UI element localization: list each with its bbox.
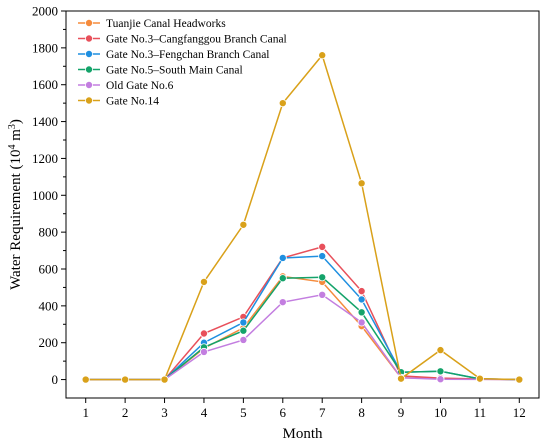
data-point [515, 375, 524, 384]
data-point [278, 298, 287, 307]
legend-label: Gate No.3–Fengchan Branch Canal [106, 49, 270, 61]
data-point [475, 374, 484, 383]
data-point [278, 99, 287, 108]
x-tick-label: 9 [398, 405, 405, 420]
x-tick-label: 5 [240, 405, 247, 420]
y-tick-label: 1800 [32, 40, 58, 55]
y-axis-title-close: ) [8, 119, 24, 124]
data-point [318, 290, 327, 299]
series-line [85, 53, 520, 381]
data-point [357, 295, 366, 304]
y-tick-label: 400 [39, 298, 59, 313]
series-1 [81, 272, 524, 384]
x-tick-label: 3 [161, 405, 168, 420]
data-point [239, 318, 248, 327]
legend-item: Gate No.14 [78, 96, 159, 108]
data-point [278, 274, 287, 283]
y-tick-label: 2000 [32, 4, 58, 19]
data-point [318, 273, 327, 282]
data-point [199, 329, 208, 338]
data-point [436, 367, 445, 376]
y-tick-label: 800 [39, 225, 59, 240]
x-tick-label: 2 [122, 405, 129, 420]
series-layer [81, 51, 524, 384]
data-point [357, 287, 366, 296]
x-axis-title: Month [282, 426, 323, 442]
y-axis: 0 200 400 600 800 1000 1200 1400 1600 1800 2000 [32, 4, 66, 387]
data-point [239, 220, 248, 229]
y-tick-label: 1200 [32, 151, 58, 166]
x-tick-label: 10 [434, 405, 447, 420]
series-4 [81, 273, 524, 384]
data-point [199, 277, 208, 286]
y-tick-label: 1400 [32, 114, 58, 129]
y-tick-label: 200 [39, 335, 59, 350]
data-point [199, 347, 208, 356]
series-line [85, 294, 520, 381]
series-6 [81, 51, 524, 384]
legend-marker [85, 96, 94, 105]
data-point [239, 335, 248, 344]
y-tick-label: 600 [39, 262, 59, 277]
data-point [318, 252, 327, 261]
x-tick-label: 6 [280, 405, 287, 420]
legend: Tuanjie Canal Headworks Gate No.3–Cangfan… [78, 18, 287, 108]
y-tick-label: 0 [52, 372, 59, 387]
series-3 [81, 252, 524, 384]
data-point [436, 375, 445, 384]
data-point [278, 253, 287, 262]
y-axis-title-unit: m [8, 129, 24, 145]
y-axis-title-main: Water Requirement (10 [8, 150, 24, 290]
legend-item: Gate No.3–Fengchan Branch Canal [78, 49, 270, 61]
y-tick-label: 1600 [32, 77, 58, 92]
data-point [81, 375, 90, 384]
x-tick-label: 1 [82, 405, 89, 420]
y-axis-title-exponent: 4 [7, 145, 18, 150]
data-point [318, 242, 327, 251]
series-line [85, 255, 520, 381]
x-tick-label: 7 [319, 405, 326, 420]
x-tick-label: 4 [201, 405, 208, 420]
data-point [239, 326, 248, 335]
data-point [357, 308, 366, 317]
data-point [121, 375, 130, 384]
y-axis-title-unit-exponent: 3 [7, 124, 18, 129]
data-point [318, 51, 327, 60]
y-axis-title: Water Requirement (104 m3) [7, 119, 25, 290]
x-axis: 1 2 3 4 5 6 7 8 9 10 11 12 [82, 398, 526, 420]
x-tick-label: 8 [358, 405, 365, 420]
y-tick-label: 1000 [32, 188, 58, 203]
x-tick-label: 11 [474, 405, 487, 420]
series-line [85, 276, 520, 381]
data-point [436, 346, 445, 355]
legend-label: Tuanjie Canal Headworks [106, 18, 226, 30]
data-point [357, 318, 366, 327]
x-tick-label: 12 [513, 405, 526, 420]
legend-marker [85, 65, 94, 74]
legend-label: Gate No.5–South Main Canal [106, 65, 243, 77]
legend-label: Gate No.14 [106, 96, 159, 108]
plot-area [65, 10, 540, 399]
legend-label: Gate No.3–Cangfanggou Branch Canal [106, 34, 287, 46]
data-point [357, 179, 366, 188]
legend-marker [85, 81, 94, 90]
legend-label: Old Gate No.6 [106, 80, 174, 92]
legend-marker [85, 50, 94, 59]
legend-item: Tuanjie Canal Headworks [78, 18, 226, 30]
legend-item: Old Gate No.6 [78, 80, 174, 92]
data-point [160, 375, 169, 384]
legend-item: Gate No.5–South Main Canal [78, 65, 243, 77]
legend-marker [85, 34, 94, 43]
legend-marker [85, 18, 94, 27]
series-5 [81, 290, 524, 384]
legend-item: Gate No.3–Cangfanggou Branch Canal [78, 34, 287, 46]
data-point [397, 374, 406, 383]
series-line [85, 275, 520, 381]
